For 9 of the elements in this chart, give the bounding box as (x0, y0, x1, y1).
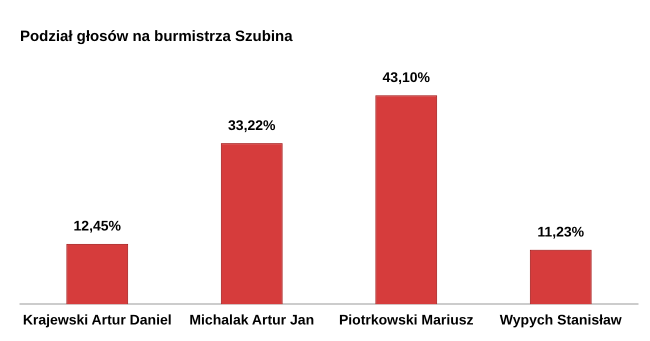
data-label: 33,22% (228, 116, 276, 133)
data-label: 11,23% (537, 224, 585, 240)
x-tick-label: Michalak Artur Jan (189, 311, 314, 328)
x-tick-label: Piotrkowski Mariusz (338, 311, 474, 328)
chart-title: Podział głosów na burmistrza Szubina (20, 28, 294, 46)
data-label: 12,45% (74, 218, 122, 234)
data-label: 43,10% (382, 69, 431, 86)
x-tick-label: Krajewski Artur Daniel (22, 311, 172, 328)
x-tick-label: Wypych Stanisław (500, 311, 622, 328)
